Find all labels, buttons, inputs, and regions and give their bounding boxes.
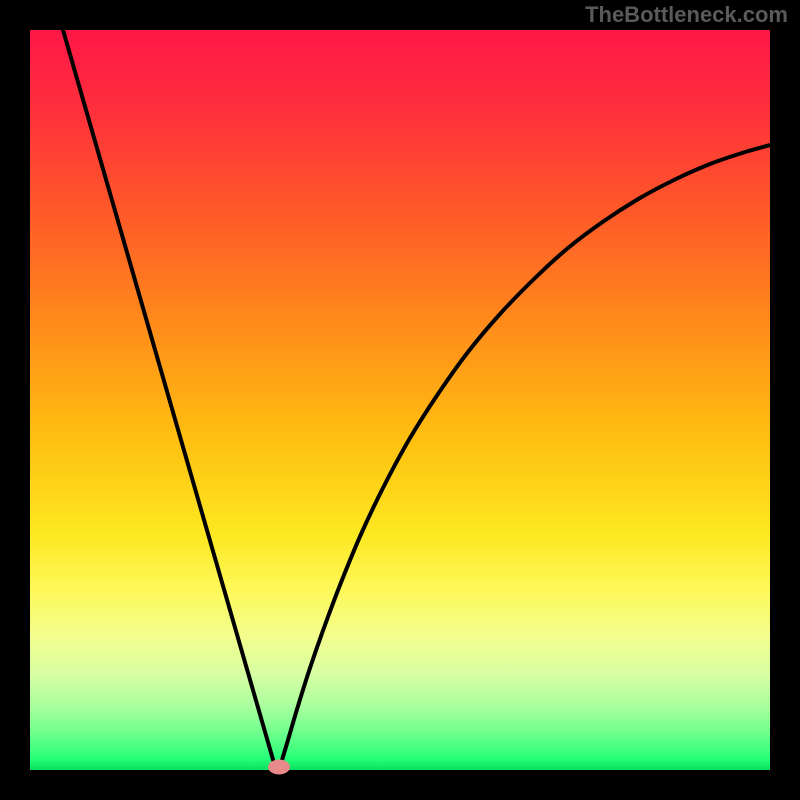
bottleneck-curve — [63, 30, 770, 770]
plot-area — [30, 30, 770, 770]
curve-layer — [30, 30, 770, 770]
chart-container: TheBottleneck.com — [0, 0, 800, 800]
vertex-marker — [268, 760, 290, 775]
watermark-text: TheBottleneck.com — [585, 2, 788, 28]
